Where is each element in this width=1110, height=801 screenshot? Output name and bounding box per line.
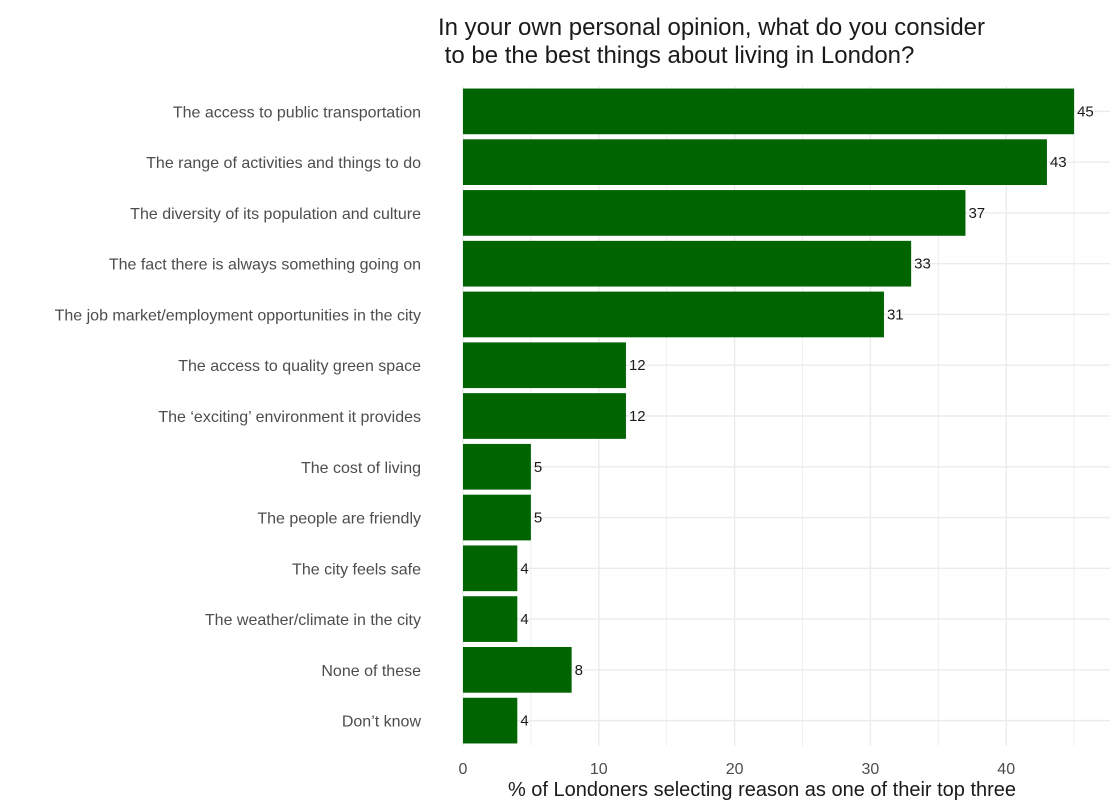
x-tick-label: 30 xyxy=(862,761,880,778)
bar xyxy=(463,88,1075,135)
data-label: 37 xyxy=(968,205,985,222)
bar xyxy=(463,596,518,642)
data-label: 12 xyxy=(629,357,646,374)
chart-title: In your own personal opinion, what do yo… xyxy=(438,14,986,69)
category-label: The city feels safe xyxy=(292,561,421,578)
data-label: 45 xyxy=(1077,103,1094,120)
x-tick-label: 20 xyxy=(726,761,744,778)
data-label: 43 xyxy=(1050,154,1067,171)
bar xyxy=(463,697,518,744)
data-label: 5 xyxy=(534,459,542,476)
category-label: The fact there is always something going… xyxy=(109,257,421,274)
category-label: The diversity of its population and cult… xyxy=(130,206,421,223)
bar xyxy=(463,647,572,693)
category-label: Don’t know xyxy=(342,714,422,731)
bars xyxy=(463,88,1075,744)
x-axis-title: % of Londoners selecting reason as one o… xyxy=(508,779,1016,801)
data-label: 12 xyxy=(629,408,646,425)
category-label: The ‘exciting’ environment it provides xyxy=(158,409,421,426)
bar xyxy=(463,139,1047,185)
data-label: 33 xyxy=(914,256,931,273)
data-labels: 45 43 37 33 31 12 12 5 5 4 4 8 4 xyxy=(520,103,1093,729)
category-label: None of these xyxy=(321,663,421,680)
bar xyxy=(463,545,518,592)
data-label: 4 xyxy=(520,560,528,577)
bar xyxy=(463,494,531,541)
category-label: The job market/employment opportunities … xyxy=(55,307,421,324)
x-tick-labels: 0 10 20 30 40 xyxy=(459,761,1016,778)
category-label: The range of activities and things to do xyxy=(146,155,421,172)
x-tick-label: 40 xyxy=(997,761,1015,778)
x-tick-label: 10 xyxy=(590,761,608,778)
category-label: The cost of living xyxy=(301,460,421,477)
bar xyxy=(463,291,884,338)
bar xyxy=(463,342,626,389)
data-label: 5 xyxy=(534,510,542,527)
category-label: The access to quality green space xyxy=(178,358,421,375)
bar xyxy=(463,240,912,287)
x-tick-label: 0 xyxy=(459,761,468,778)
data-label: 31 xyxy=(887,306,904,323)
data-label: 4 xyxy=(520,611,528,628)
data-label: 4 xyxy=(520,713,528,730)
bar xyxy=(463,393,626,439)
category-label: The access to public transportation xyxy=(173,104,421,121)
category-labels: The access to public transportation The r… xyxy=(55,104,422,730)
bar xyxy=(463,190,966,236)
data-label: 8 xyxy=(575,662,583,679)
bar xyxy=(463,443,531,490)
category-label: The weather/climate in the city xyxy=(205,612,421,629)
category-label: The people are friendly xyxy=(257,511,421,528)
